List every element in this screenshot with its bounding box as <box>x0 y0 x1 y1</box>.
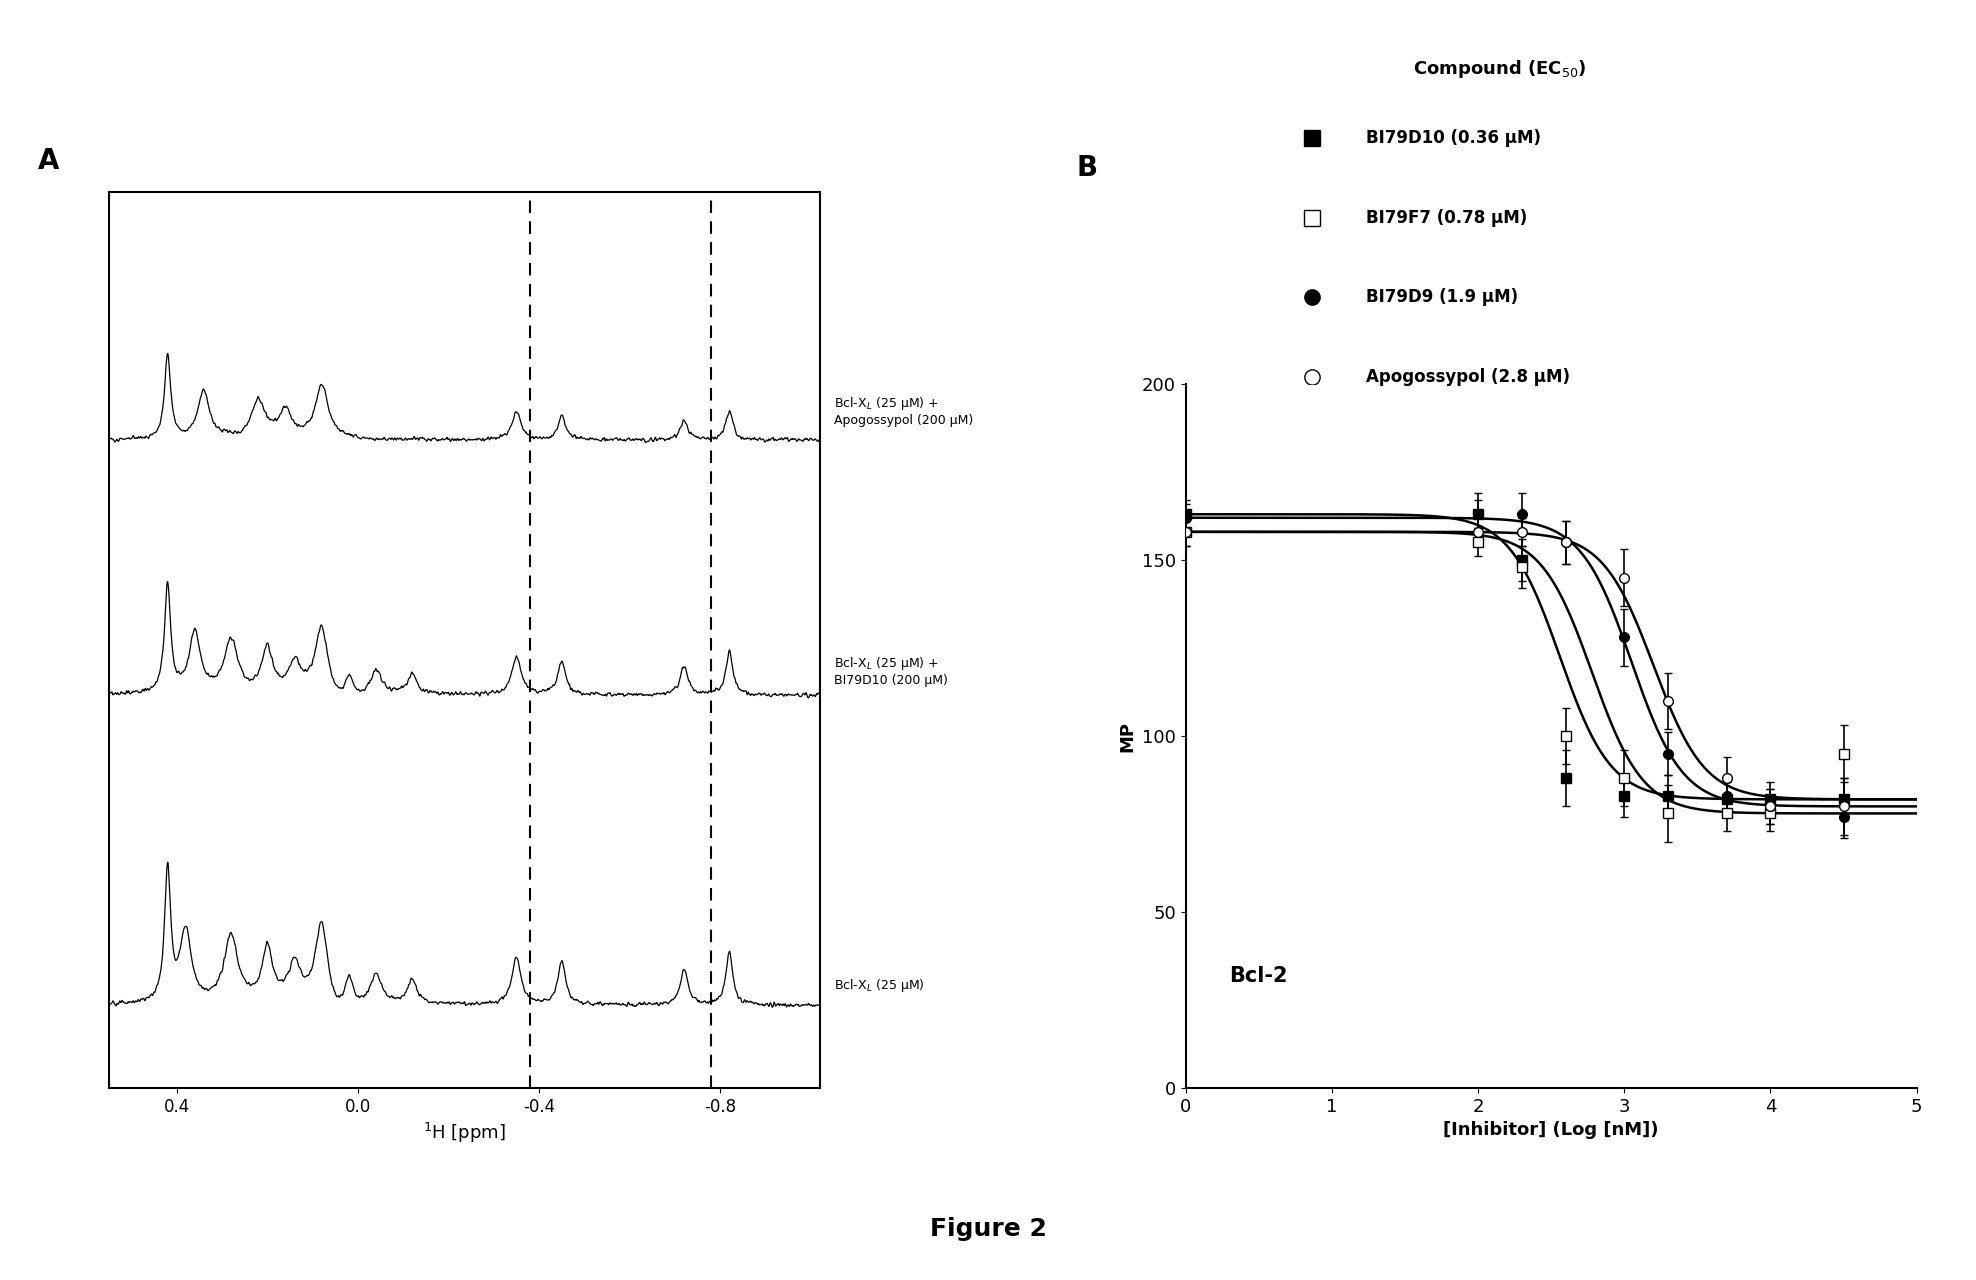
Text: Bcl-2: Bcl-2 <box>1229 966 1288 987</box>
Text: Compound (EC$_{50}$): Compound (EC$_{50}$) <box>1413 58 1587 79</box>
Text: A: A <box>38 147 59 175</box>
Text: B: B <box>1077 154 1099 182</box>
Text: Figure 2: Figure 2 <box>929 1217 1047 1240</box>
Text: BI79D9 (1.9 μM): BI79D9 (1.9 μM) <box>1365 288 1518 306</box>
Text: Bcl-X$_{L}$ (25 μM) +
Apogossypol (200 μM): Bcl-X$_{L}$ (25 μM) + Apogossypol (200 μ… <box>834 396 974 428</box>
X-axis label: $^{1}$H [ppm]: $^{1}$H [ppm] <box>423 1121 506 1146</box>
Text: Bcl-X$_{L}$ (25 μM) +
BI79D10 (200 μM): Bcl-X$_{L}$ (25 μM) + BI79D10 (200 μM) <box>834 655 948 687</box>
Text: BI79D10 (0.36 μM): BI79D10 (0.36 μM) <box>1365 129 1541 147</box>
Y-axis label: MP: MP <box>1118 721 1136 751</box>
X-axis label: [Inhibitor] (Log [nM]): [Inhibitor] (Log [nM]) <box>1442 1121 1660 1139</box>
Text: BI79F7 (0.78 μM): BI79F7 (0.78 μM) <box>1365 209 1527 227</box>
Text: Apogossypol (2.8 μM): Apogossypol (2.8 μM) <box>1365 369 1569 387</box>
Text: Bcl-X$_{L}$ (25 μM): Bcl-X$_{L}$ (25 μM) <box>834 978 925 995</box>
